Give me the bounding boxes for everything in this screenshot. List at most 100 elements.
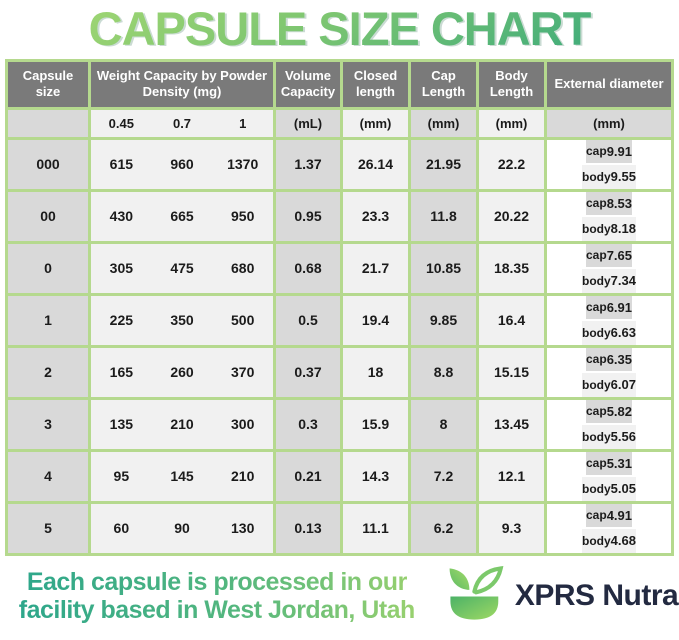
body-length-cell: 16.4 — [479, 295, 544, 345]
cap-length-cell: 10.85 — [411, 243, 476, 293]
external-cap-row: cap 4.91 — [586, 503, 632, 528]
weight-value: 165 — [109, 364, 134, 381]
weight-value: 1370 — [227, 156, 259, 173]
external-diameter-value: 6.35 — [606, 351, 632, 367]
external-diameter-cell: cap 9.91 body 9.55 — [547, 139, 671, 189]
weight-value: 475 — [170, 260, 194, 277]
external-part-label: body — [582, 325, 611, 340]
external-body-row: body 5.05 — [582, 477, 636, 501]
external-part-label: cap — [586, 144, 607, 159]
body-length-cell: 20.22 — [479, 191, 544, 241]
external-cap-row: cap 8.53 — [586, 191, 632, 216]
external-diameter-value: 5.31 — [606, 455, 632, 471]
cap-length-cell: 8 — [411, 399, 476, 449]
external-body-row: body 9.55 — [582, 165, 636, 189]
external-cap-row: cap 5.31 — [586, 451, 632, 476]
capsule-size-cell: 3 — [8, 399, 88, 449]
external-body-row: body 8.18 — [582, 217, 636, 241]
external-diameter-value: 6.07 — [610, 377, 636, 393]
external-part-label: cap — [586, 404, 607, 419]
footer-note: Each capsule is processed in our facilit… — [1, 568, 433, 624]
body-length-cell: 9.3 — [479, 503, 544, 553]
external-diameter-value: 5.82 — [606, 403, 632, 419]
weight-capacity-cell: 430 665 950 — [91, 191, 273, 241]
external-part-label: body — [582, 429, 611, 444]
header-volume-capacity: Volume Capacity — [276, 61, 340, 107]
volume-capacity-cell: 0.95 — [276, 191, 340, 241]
weight-value: 370 — [231, 364, 255, 381]
weight-value: 430 — [109, 208, 134, 225]
external-diameter-cell: cap 5.82 body 5.56 — [547, 399, 671, 449]
external-diameter-value: 9.91 — [606, 143, 632, 159]
external-part-label: cap — [586, 352, 607, 367]
weight-capacity-cell: 135 210 300 — [91, 399, 273, 449]
weight-value: 960 — [170, 156, 194, 173]
external-part-label: body — [582, 169, 611, 184]
weight-capacity-cell: 305 475 680 — [91, 243, 273, 293]
footer-note-line: Each capsule is processed in our — [26, 568, 407, 597]
external-diameter-cell: cap 4.91 body 4.68 — [547, 503, 671, 553]
leaf-bowl-icon — [443, 565, 509, 628]
external-body-row: body 6.63 — [582, 321, 636, 345]
closed-length-cell: 21.7 — [343, 243, 408, 293]
closed-length-cell: 11.1 — [343, 503, 408, 553]
header-closed-length: Closed length — [343, 61, 408, 107]
capsule-size-cell: 1 — [8, 295, 88, 345]
external-diameter-value: 6.63 — [610, 325, 636, 341]
page-title: CAPSULE SIZE CHART — [0, 3, 679, 55]
external-cap-row: cap 6.91 — [586, 295, 632, 320]
weight-value: 260 — [170, 364, 194, 381]
external-cap-row: cap 6.35 — [586, 347, 632, 372]
external-cap-row: cap 9.91 — [586, 139, 632, 164]
header-cap-length: Cap Length — [411, 61, 476, 107]
density-value: 1 — [239, 115, 247, 131]
external-diameter-value: 8.53 — [606, 195, 632, 211]
external-part-label: cap — [586, 300, 607, 315]
footer-note-line: facility based in West Jordan, Utah — [18, 596, 415, 625]
external-body-row: body 4.68 — [582, 529, 636, 553]
external-diameter-value: 7.34 — [610, 273, 636, 289]
external-cap-row: cap 7.65 — [586, 243, 632, 268]
cap-length-cell: 6.2 — [411, 503, 476, 553]
weight-value: 210 — [170, 416, 194, 433]
weight-value: 90 — [174, 520, 190, 537]
weight-value: 95 — [113, 468, 130, 485]
volume-capacity-cell: 0.37 — [276, 347, 340, 397]
external-cap-row: cap 5.82 — [586, 399, 632, 424]
closed-length-cell: 14.3 — [343, 451, 408, 501]
capsule-size-cell: 000 — [8, 139, 88, 189]
weight-value: 615 — [109, 156, 134, 173]
body-length-cell: 13.45 — [479, 399, 544, 449]
subheader-body-unit: (mm) — [479, 109, 544, 137]
weight-capacity-cell: 165 260 370 — [91, 347, 273, 397]
cap-length-cell: 21.95 — [411, 139, 476, 189]
external-diameter-value: 4.91 — [606, 507, 632, 523]
density-value: 0.45 — [108, 115, 134, 131]
cap-length-cell: 8.8 — [411, 347, 476, 397]
volume-capacity-cell: 0.21 — [276, 451, 340, 501]
external-diameter-value: 5.05 — [610, 481, 636, 497]
external-diameter-cell: cap 6.91 body 6.63 — [547, 295, 671, 345]
weight-capacity-cell: 615 960 1370 — [91, 139, 273, 189]
external-diameter-value: 5.56 — [610, 429, 636, 445]
subheader-external-unit: (mm) — [547, 109, 671, 137]
weight-capacity-cell: 60 90 130 — [91, 503, 273, 553]
external-diameter-value: 9.55 — [610, 169, 636, 185]
cap-length-cell: 7.2 — [411, 451, 476, 501]
body-length-cell: 12.1 — [479, 451, 544, 501]
capsule-size-table: Capsule size Weight Capacity by Powder D… — [5, 58, 674, 556]
density-value: 0.7 — [172, 115, 192, 131]
subheader-capsule-size-blank — [8, 109, 88, 137]
external-part-label: body — [582, 221, 611, 236]
volume-capacity-cell: 0.5 — [276, 295, 340, 345]
cap-length-cell: 9.85 — [411, 295, 476, 345]
footer: Each capsule is processed in our facilit… — [0, 565, 679, 628]
weight-capacity-cell: 225 350 500 — [91, 295, 273, 345]
body-length-cell: 18.35 — [479, 243, 544, 293]
closed-length-cell: 19.4 — [343, 295, 408, 345]
weight-value: 60 — [113, 520, 130, 537]
body-length-cell: 15.15 — [479, 347, 544, 397]
volume-capacity-cell: 1.37 — [276, 139, 340, 189]
header-external-diameter: External diameter — [547, 61, 671, 107]
